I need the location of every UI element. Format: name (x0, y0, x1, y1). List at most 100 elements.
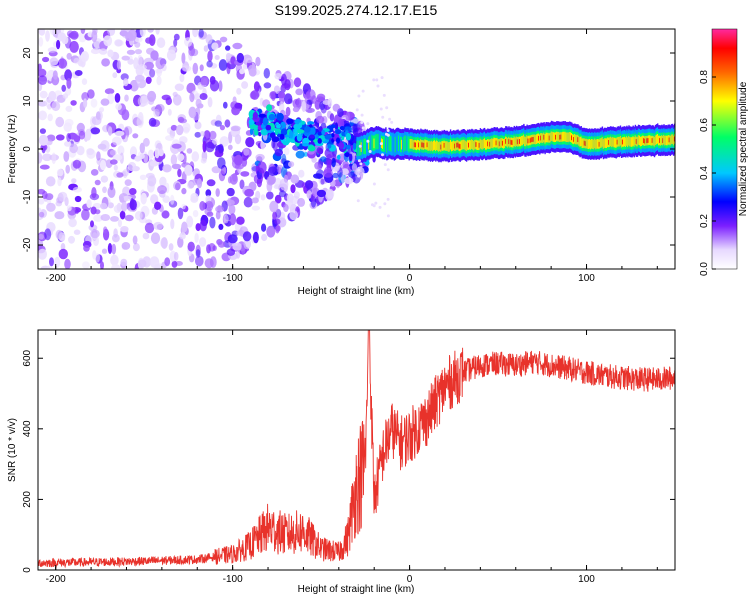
spectrogram-cell (122, 195, 133, 202)
spectrogram-cell (566, 132, 569, 142)
spectrogram-cell (298, 169, 305, 178)
spectrogram-cell (227, 144, 233, 150)
spectrogram-cell (491, 138, 493, 148)
spectrogram-cell (121, 109, 130, 121)
spectrogram-cell (307, 121, 315, 125)
x-tick-label: 100 (578, 574, 595, 585)
spectrogram-cell (529, 138, 531, 143)
spectrogram-cell (418, 142, 420, 148)
spectrogram-cell (557, 131, 559, 142)
spectrogram-cell (294, 127, 299, 136)
snr-x-ticks: -200 -100 0 100 (46, 330, 658, 585)
spectrogram-cell (226, 248, 236, 256)
spectrogram-cell (446, 141, 449, 151)
spectrogram-cell (142, 232, 150, 240)
snr-plot-area (38, 330, 675, 570)
spectrogram-cell (68, 218, 77, 228)
spectrogram-cell (182, 122, 191, 133)
spectrogram-cell (410, 139, 412, 149)
spectrogram-cell (592, 139, 594, 149)
spectrogram-cell (360, 113, 364, 117)
spectrogram-cell (63, 141, 72, 147)
spectrogram-cell (94, 179, 101, 186)
spectrogram-cell (49, 57, 59, 66)
spectrogram-cell (420, 139, 422, 149)
spectrogram-cell (171, 260, 178, 268)
spectrogram-cell (586, 139, 589, 149)
spectrogram-cell (652, 136, 655, 146)
spectrogram-cell (236, 216, 245, 225)
spectrogram-cell (341, 168, 349, 175)
spectrogram-cell (68, 235, 75, 244)
spectrogram-cell (85, 128, 92, 141)
spectrogram-cell (455, 141, 457, 151)
spectrogram-cell (661, 135, 663, 145)
spectrogram-cell (444, 141, 446, 151)
x-tick-label: -200 (46, 574, 66, 585)
spectrogram-cell (295, 150, 305, 159)
spectrogram-cell (397, 135, 400, 151)
spectrogram-cell (322, 100, 331, 105)
spectrogram-cell (203, 45, 209, 52)
spectrogram-cell (403, 136, 405, 153)
spectrogram-cell (624, 136, 626, 147)
spectrogram-cell (277, 91, 286, 99)
spectrogram-cell (466, 140, 469, 150)
spectrogram-cell (505, 139, 507, 144)
spectrogram-cell (555, 134, 557, 140)
spectrogram-cell (667, 135, 669, 145)
spectrogram-cell (150, 194, 159, 205)
spectrogram-cell (137, 259, 147, 268)
spectrogram-cell (361, 89, 365, 93)
spectrogram-cell (459, 144, 461, 149)
colorbar-ticks: 0.0 0.2 0.4 0.6 0.8 (699, 70, 716, 276)
spectrogram-cell (263, 68, 270, 79)
spectrogram-cell (518, 139, 521, 144)
spectrogram-cell (92, 250, 97, 260)
spectrogram-cell (38, 233, 44, 240)
spectrogram-cell (563, 131, 565, 142)
spectrogram-cell (134, 211, 143, 221)
spectrogram-cell (234, 134, 242, 145)
spectrogram-cell (86, 148, 96, 159)
spectrogram-cell (532, 137, 535, 142)
spectrogram-cell (435, 141, 437, 152)
spectrogram-cell (168, 243, 174, 251)
spectrogram-cell (672, 135, 675, 146)
spectrogram-cell (162, 195, 170, 203)
spectrogram-cell (327, 143, 332, 149)
spectrogram-cell (379, 107, 383, 111)
spectrogram-cell (90, 48, 101, 55)
spectrogram-cell (630, 137, 632, 147)
spectrogram-cell (273, 85, 281, 94)
spectrogram-cell (78, 130, 86, 140)
spectrogram-cell (378, 130, 381, 154)
spectrogram-cell (45, 30, 50, 42)
spectrogram-cell (636, 136, 639, 147)
spectrogram-cell (336, 137, 340, 144)
spectrogram-cell (199, 64, 204, 72)
spectrogram-cell (177, 168, 182, 178)
spectrogram-cell (147, 90, 157, 102)
spectrogram-cell (388, 135, 390, 151)
spectrogram-cell (170, 124, 178, 131)
spectrogram-cell (414, 142, 417, 148)
spectrogram-cell (662, 138, 664, 143)
spectrogram-cell (266, 175, 276, 186)
spectrogram-cell (664, 135, 666, 146)
spectrogram-cell (641, 136, 643, 146)
spectrogram-cell (370, 130, 372, 154)
spectrogram-cell (447, 142, 450, 152)
spectrogram-cell (266, 225, 276, 238)
spectrogram-cell (525, 136, 527, 147)
spectrogram-cell (239, 179, 245, 190)
spectrogram-cell (177, 236, 184, 248)
spectrogram-cell (598, 141, 600, 147)
spectrogram-cell (127, 161, 137, 172)
spectrogram-cell (375, 78, 379, 82)
spectrogram-cell (479, 138, 482, 149)
spectrogram-cell (618, 137, 621, 147)
spectrogram-cell (223, 214, 229, 224)
spectrogram-cell (139, 153, 145, 159)
snr-frame (37, 329, 676, 571)
